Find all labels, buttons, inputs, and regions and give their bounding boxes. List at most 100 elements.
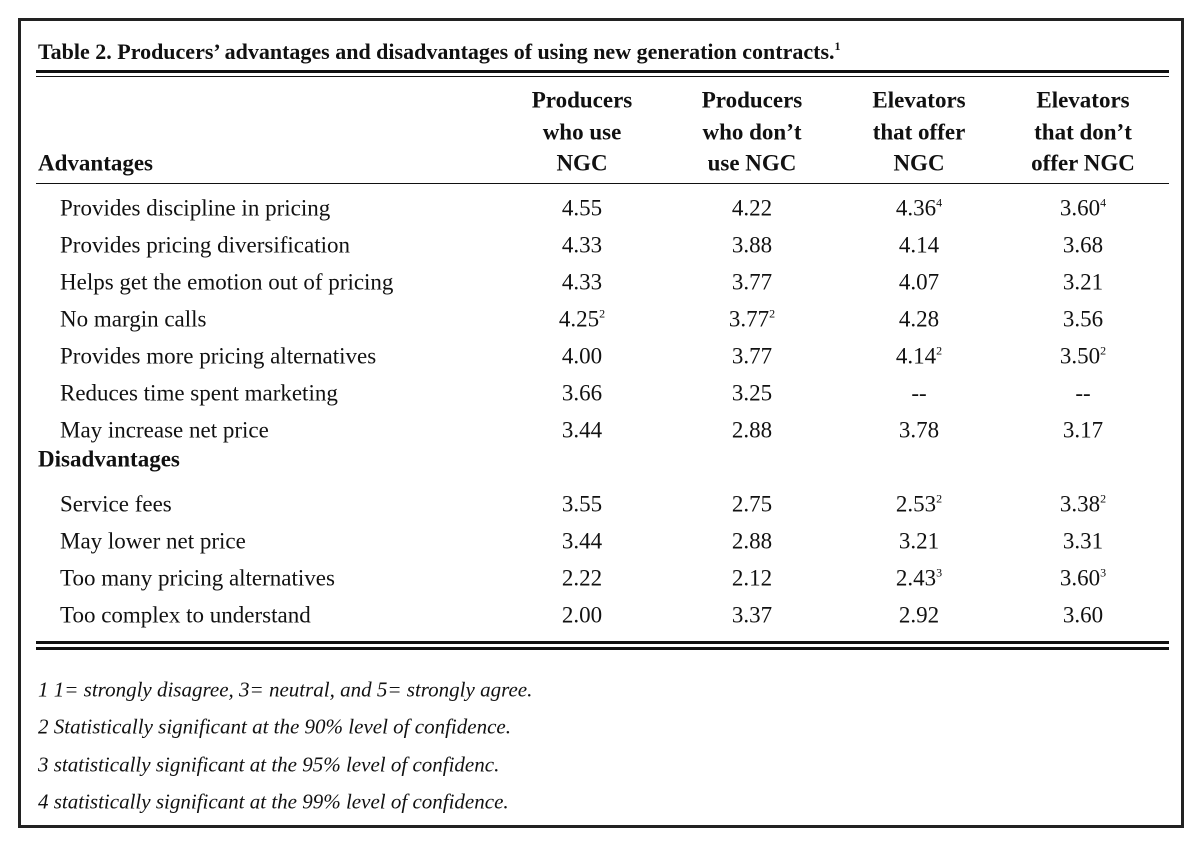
cell-text: 4.36	[895, 195, 937, 221]
cell-text: 3.60	[1059, 565, 1101, 591]
footnote-ref: 2	[599, 306, 606, 321]
row-label: Service fees	[60, 491, 172, 517]
cell: 4.33	[561, 269, 603, 295]
footnote-ref: 2	[936, 491, 943, 506]
cell: 3.382	[1060, 493, 1106, 516]
cell: 3.603	[1060, 567, 1106, 590]
cell: 2.433	[896, 567, 942, 590]
header-rule	[36, 183, 1169, 184]
column-header: NGC	[556, 150, 608, 176]
cell: 3.55	[561, 491, 603, 517]
cell: 4.07	[898, 269, 940, 295]
column-header: that offer	[872, 119, 966, 144]
footnote-ref: 2	[1100, 491, 1107, 506]
cell: --	[1075, 380, 1091, 406]
cell: 3.604	[1060, 197, 1106, 220]
bottom-rule	[36, 641, 1169, 644]
footnote: 2 Statistically significant at the 90% l…	[38, 714, 511, 739]
cell: 4.55	[561, 195, 603, 221]
column-header: that don’t	[1034, 119, 1132, 144]
column-header: Producers	[531, 87, 633, 113]
cell: 2.532	[896, 493, 942, 516]
cell-text: 3.60	[1059, 195, 1101, 221]
row-label: Provides pricing diversification	[60, 232, 350, 258]
row-label: Too many pricing alternatives	[60, 565, 335, 591]
row-label: May lower net price	[60, 528, 246, 554]
cell: 3.44	[561, 528, 603, 554]
cell-text: 4.25	[558, 306, 600, 332]
footnote-ref: 2	[769, 306, 776, 321]
column-header: Producers	[701, 87, 803, 113]
row-label: Too complex to understand	[60, 602, 311, 628]
footnote-ref: 2	[936, 343, 943, 358]
column-header: NGC	[893, 150, 945, 176]
row-label: Provides discipline in pricing	[60, 195, 331, 221]
cell: 4.22	[731, 195, 773, 221]
footnote-ref: 4	[1100, 195, 1107, 210]
cell: 4.252	[559, 308, 605, 331]
cell-text: 3.38	[1059, 491, 1101, 517]
cell: 2.12	[731, 565, 773, 591]
cell: 3.68	[1062, 232, 1104, 258]
cell: 2.88	[731, 528, 773, 554]
cell: 3.78	[898, 417, 940, 443]
cell: 3.66	[561, 380, 603, 406]
cell: 3.502	[1060, 345, 1106, 368]
section-heading: Advantages	[38, 150, 154, 176]
title-rule	[36, 76, 1169, 77]
cell: 3.37	[731, 602, 773, 628]
column-header: Elevators	[1036, 87, 1130, 113]
column-header: Elevators	[872, 87, 966, 113]
cell: 2.22	[561, 565, 603, 591]
row-label: May increase net price	[60, 417, 269, 443]
bottom-rule	[36, 647, 1169, 650]
cell: 3.25	[731, 380, 773, 406]
cell: 3.17	[1062, 417, 1104, 443]
cell: 4.142	[896, 345, 942, 368]
column-header: use NGC	[707, 150, 797, 176]
cell: 4.364	[896, 197, 942, 220]
column-header: who use	[542, 119, 622, 144]
cell: 3.60	[1062, 602, 1104, 628]
cell: 3.21	[1062, 269, 1104, 295]
footnote: 3 statistically significant at the 95% l…	[38, 752, 500, 777]
cell: 3.21	[898, 528, 940, 554]
cell-text: 3.77	[728, 306, 770, 332]
cell: 4.14	[898, 232, 940, 258]
cell: 3.772	[729, 308, 775, 331]
cell: 4.00	[561, 343, 603, 369]
footnote-ref: 1	[834, 39, 841, 53]
cell-text: 4.14	[895, 343, 937, 369]
cell: 4.28	[898, 306, 940, 332]
footnote-ref: 2	[1100, 343, 1107, 358]
row-label: Reduces time spent marketing	[60, 380, 338, 406]
cell: 4.33	[561, 232, 603, 258]
footnote: 4 statistically significant at the 99% l…	[38, 789, 509, 814]
cell: 2.00	[561, 602, 603, 628]
cell: 3.56	[1062, 306, 1104, 332]
cell-text: 2.53	[895, 491, 937, 517]
cell: --	[911, 380, 927, 406]
section-heading: Disadvantages	[38, 446, 180, 472]
row-label: No margin calls	[60, 306, 207, 332]
cell: 3.77	[731, 269, 773, 295]
cell-text: 3.50	[1059, 343, 1101, 369]
cell: 2.92	[898, 602, 940, 628]
table-title: Table 2. Producers’ advantages and disad…	[38, 39, 841, 64]
table-frame	[18, 18, 1184, 828]
cell: 3.88	[731, 232, 773, 258]
footnote-ref: 4	[936, 195, 943, 210]
footnote-ref: 3	[1100, 565, 1107, 580]
title-rule	[36, 70, 1169, 73]
cell: 2.88	[731, 417, 773, 443]
footnote-ref: 3	[936, 565, 943, 580]
footnote: 1 1= strongly disagree, 3= neutral, and …	[38, 677, 533, 702]
cell: 3.44	[561, 417, 603, 443]
column-header: who don’t	[702, 119, 802, 144]
cell: 2.75	[731, 491, 773, 517]
table-title-text: Table 2. Producers’ advantages and disad…	[38, 39, 835, 64]
cell-text: 2.43	[895, 565, 937, 591]
row-label: Helps get the emotion out of pricing	[60, 269, 394, 295]
cell: 3.77	[731, 343, 773, 369]
